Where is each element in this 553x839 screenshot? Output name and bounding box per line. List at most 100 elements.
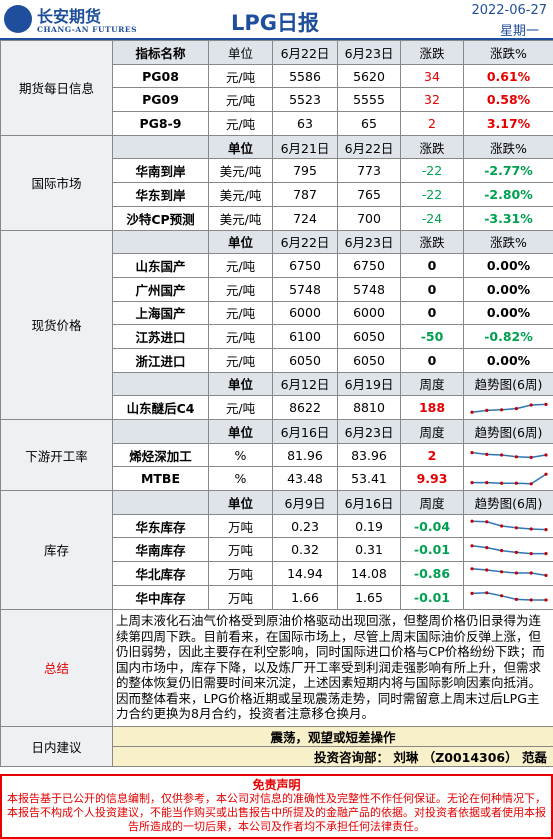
trend-chart	[469, 402, 548, 414]
trend-point	[529, 403, 533, 407]
trend-point	[529, 481, 533, 486]
col-header-date1: 6月12日	[272, 371, 338, 397]
col-header-date2: 6月23日	[337, 40, 401, 65]
table-row: 浙江进口 元/吨 6050 6050 0 0.00%	[1, 347, 553, 373]
company-logo: 长安期货 CHANG-AN FUTURES	[4, 3, 137, 37]
trend-point	[529, 527, 533, 531]
trend-point	[484, 591, 488, 595]
row-change-pct: 0.00%	[463, 276, 553, 302]
row-change: 0	[400, 253, 464, 278]
col-header-change: 涨跌	[400, 229, 464, 255]
row-unit: 元/吨	[208, 395, 273, 420]
trend-sparkline	[463, 466, 553, 492]
row-unit: 元/吨	[208, 111, 273, 136]
row-change: -22	[400, 182, 464, 207]
row-name: PG08	[112, 63, 209, 89]
trend-sparkline	[463, 442, 553, 468]
row-value2: 0.19	[337, 513, 401, 539]
row-change-pct: -2.77%	[463, 158, 553, 184]
row-name: 浙江进口	[112, 347, 209, 373]
row-name: 华南到岸	[112, 158, 209, 184]
col-header-change-pct: 涨跌%	[463, 134, 553, 160]
trend-point	[484, 568, 488, 573]
row-unit: 万吨	[208, 584, 273, 610]
trend-sparkline	[463, 395, 553, 420]
row-change-pct: -0.82%	[463, 324, 553, 349]
trend-point	[469, 410, 474, 414]
row-change: -22	[400, 158, 464, 184]
trend-chart	[469, 451, 548, 460]
col-header-blank	[112, 134, 209, 160]
section-advice: 日内建议	[0, 725, 113, 767]
row-value1: 14.94	[272, 561, 338, 586]
trend-point	[514, 571, 518, 576]
col-header-date2: 6月23日	[337, 419, 401, 444]
row-value2: 6050	[337, 347, 401, 373]
trend-point	[484, 480, 488, 484]
row-change-pct: -3.31%	[463, 205, 553, 231]
trend-line	[471, 473, 546, 485]
row-name: 广州国产	[112, 276, 209, 302]
row-name: 山东醚后C4	[112, 395, 209, 420]
trend-chart	[469, 567, 548, 578]
row-change: 32	[400, 87, 464, 113]
row-name: 华东库存	[112, 513, 209, 539]
trend-point	[499, 594, 503, 598]
row-value2: 0.31	[337, 537, 401, 563]
col-header-date1: 6月9日	[272, 490, 338, 515]
table-row: PG09 元/吨 5523 5555 32 0.58%	[1, 87, 553, 113]
row-value2: 14.08	[337, 561, 401, 586]
trend-point	[529, 455, 533, 460]
trend-chart	[469, 519, 548, 532]
row-unit: 美元/吨	[208, 182, 273, 207]
col-header-unit: 单位	[208, 229, 273, 255]
trend-point	[543, 453, 548, 457]
disclaimer-box: 免责声明 本报告基于已公开的信息编制，仅供参考，本公司对信息的准确性及完整性不作…	[0, 774, 553, 839]
col-header-date1: 6月22日	[272, 40, 338, 65]
row-change-pct: 3.17%	[463, 111, 553, 136]
trend-point	[469, 519, 474, 523]
row-value1: 795	[272, 158, 338, 184]
row-unit: 元/吨	[208, 63, 273, 89]
trend-sparkline	[463, 584, 553, 610]
table-row: 华北库存 万吨 14.94 14.08 -0.86	[1, 561, 553, 586]
row-value1: 1.66	[272, 584, 338, 610]
trend-point	[543, 528, 548, 532]
trend-point	[499, 570, 503, 574]
trend-point	[469, 591, 474, 596]
col-header-blank	[112, 419, 209, 444]
table-row: MTBE % 43.48 53.41 9.93	[1, 466, 553, 492]
trend-line	[471, 403, 546, 413]
col-header-change-pct: 涨跌%	[463, 229, 553, 255]
row-value1: 0.23	[272, 513, 338, 539]
col-header-unit: 单位	[208, 419, 273, 444]
logo-emblem-icon	[4, 5, 32, 33]
row-change: 0	[400, 276, 464, 302]
trend-point	[469, 543, 474, 548]
report-weekday: 星期一	[499, 24, 539, 39]
row-unit: %	[208, 442, 273, 468]
row-value2: 83.96	[337, 442, 401, 468]
row-unit: 万吨	[208, 537, 273, 563]
row-change-pct: 0.00%	[463, 347, 553, 373]
col-header-unit: 单位	[208, 371, 273, 397]
trend-line	[471, 568, 546, 577]
table-row: 华南库存 万吨 0.32 0.31 -0.01	[1, 537, 553, 563]
col-header-date2: 6月22日	[337, 134, 401, 160]
table-row: 山东国产 元/吨 6750 6750 0 0.00%	[1, 253, 553, 278]
col-header-unit: 单位	[208, 40, 273, 65]
row-name: 沙特CP预测	[112, 205, 209, 231]
trend-point	[499, 407, 503, 412]
table-row: 烯烃深加工 % 81.96 83.96 2	[1, 442, 553, 468]
row-value2: 65	[337, 111, 401, 136]
col-header-blank	[112, 371, 209, 397]
trend-chart	[469, 543, 548, 555]
col-header-blank	[112, 490, 209, 515]
row-value2: 5555	[337, 87, 401, 113]
section-futures: 期货每日信息	[0, 40, 113, 136]
trend-point	[514, 455, 518, 459]
row-value1: 5748	[272, 276, 338, 302]
trend-line	[471, 592, 546, 601]
row-value2: 700	[337, 205, 401, 231]
row-value1: 5586	[272, 63, 338, 89]
